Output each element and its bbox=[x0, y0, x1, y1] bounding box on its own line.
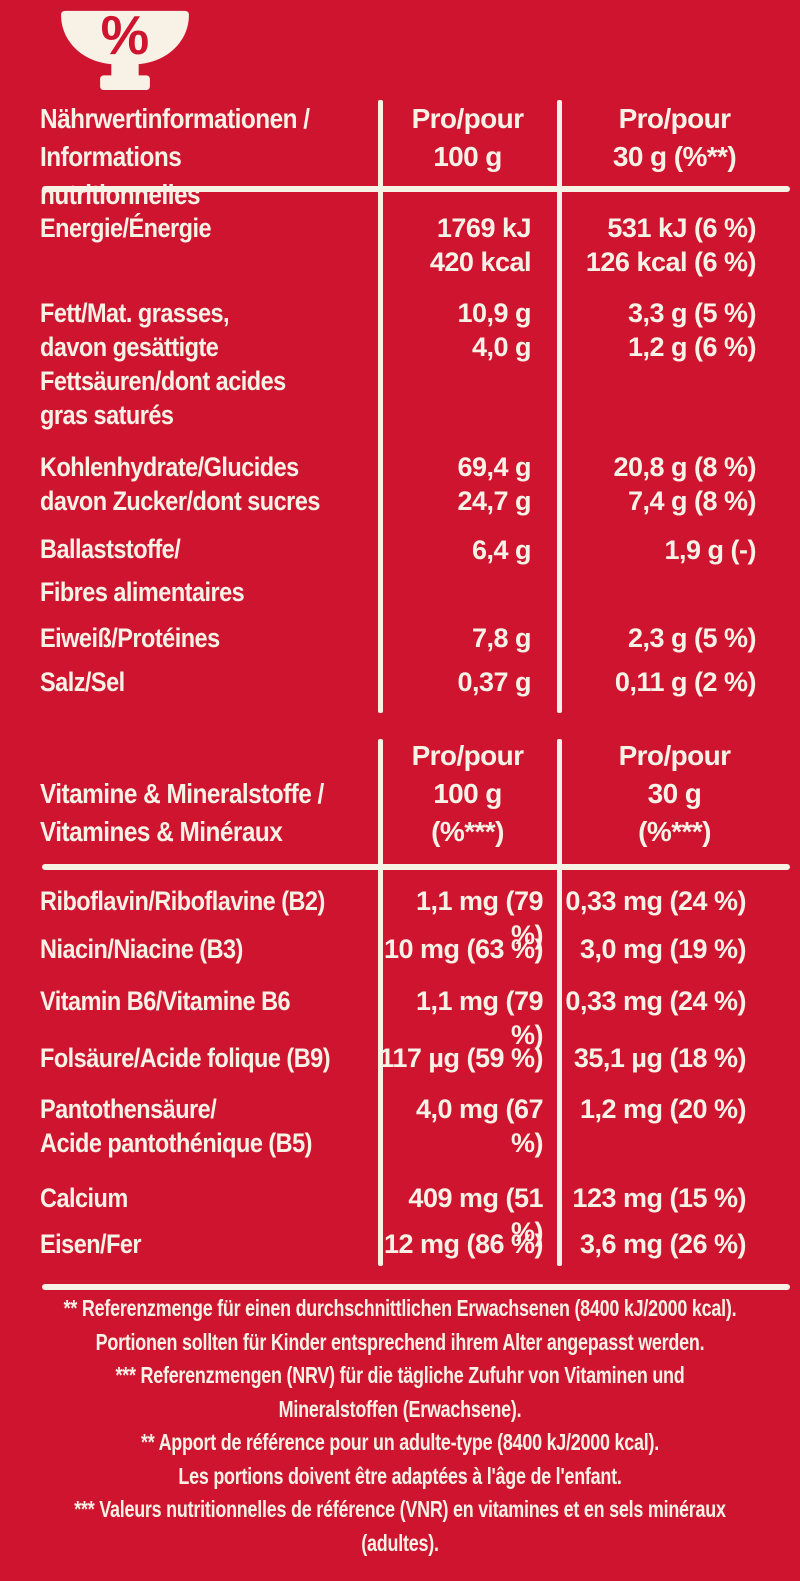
value-per-100g: 1,1 mg (79 %) bbox=[415, 986, 544, 1050]
nutrition-header-per30: Pro/pour 30 g (%**) bbox=[612, 103, 737, 172]
value-per-30g: 2,3 g (5 %) bbox=[627, 623, 757, 653]
value-per-30g: 35,1 µg (18 %) bbox=[573, 1043, 747, 1073]
table-row-fat: Fett/Mat. grasses, davon gesättigte Fett… bbox=[40, 296, 792, 432]
value-per-100g: 1769 kJ 420 kcal bbox=[429, 213, 532, 277]
table-row-calcium: Calcium 409 mg (51 %) 123 mg (15 %) bbox=[40, 1181, 792, 1249]
value-per-30g: 0,33 mg (24 %) bbox=[565, 986, 746, 1016]
nutrition-header-per100: Pro/pour 100 g bbox=[411, 103, 524, 172]
table-row-niacin: Niacin/Niacine (B3) 10 mg (63 %) 3,0 mg … bbox=[40, 932, 792, 966]
value-per-100g: 12 mg (86 %) bbox=[383, 1229, 544, 1259]
column-divider bbox=[378, 100, 383, 713]
nutrition-table-header: Nährwertinformationen / Informations nut… bbox=[40, 100, 792, 214]
table-row-fibre: Ballaststoffe/ Fibres alimentaires 6,4 g… bbox=[40, 528, 792, 614]
value-per-100g: 4,0 mg (67 %) bbox=[415, 1094, 544, 1158]
column-divider bbox=[557, 100, 562, 713]
value-per-30g: 123 mg (15 %) bbox=[572, 1183, 746, 1213]
row-label: Ballaststoffe/ Fibres alimentaires bbox=[40, 534, 245, 607]
table-row-vitamin-b6: Vitamin B6/Vitamine B6 1,1 mg (79 %) 0,3… bbox=[40, 984, 792, 1052]
row-label: Pantothensäure/ Acide pantothénique (B5) bbox=[40, 1094, 312, 1158]
row-label: Vitamin B6/Vitamine B6 bbox=[40, 986, 291, 1016]
column-divider bbox=[378, 739, 383, 1266]
row-label: Riboflavin/Riboflavine (B2) bbox=[40, 886, 325, 916]
percent-glyph: % bbox=[101, 8, 150, 66]
value-per-100g: 6,4 g bbox=[471, 535, 532, 565]
reference-footnotes: ** Referenzmenge für einen durchschnittl… bbox=[63, 1295, 737, 1556]
row-label: Folsäure/Acide folique (B9) bbox=[40, 1043, 331, 1073]
table-row-carbohydrate: Kohlenhydrate/Glucides davon Zucker/dont… bbox=[40, 450, 792, 518]
table-row-energy: Energie/Énergie 1769 kJ 420 kcal 531 kJ … bbox=[40, 211, 792, 279]
row-label: Eisen/Fer bbox=[40, 1229, 142, 1259]
value-per-100g: 1,1 mg (79 %) bbox=[415, 886, 544, 950]
value-per-30g: 1,2 mg (20 %) bbox=[579, 1094, 747, 1124]
row-label: Calcium bbox=[40, 1183, 128, 1213]
value-per-30g: 531 kJ (6 %) 126 kcal (6 %) bbox=[585, 213, 757, 277]
row-label: Kohlenhydrate/Glucides davon Zucker/dont… bbox=[40, 452, 320, 516]
vitamins-header-per30: Pro/pour 30 g (%***) bbox=[618, 740, 731, 847]
vitamins-table-header: Vitamine & Mineralstoffe / Vitamines & M… bbox=[40, 737, 792, 851]
value-per-30g: 1,9 g (-) bbox=[664, 535, 756, 565]
value-per-30g: 0,11 g (2 %) bbox=[614, 667, 757, 697]
vitamins-header-label: Vitamine & Mineralstoffe / Vitamines & M… bbox=[40, 778, 324, 847]
cereal-bowl-percent-icon: % bbox=[61, 8, 189, 90]
value-per-30g: 0,33 mg (24 %) bbox=[565, 886, 746, 916]
value-per-100g: 409 mg (51 %) bbox=[408, 1183, 543, 1247]
row-label: Eiweiß/Protéines bbox=[40, 623, 220, 653]
value-per-100g: 0,37 g bbox=[457, 667, 531, 697]
row-label: Niacin/Niacine (B3) bbox=[40, 934, 243, 964]
value-per-30g: 20,8 g (8 %) 7,4 g (8 %) bbox=[613, 452, 756, 516]
value-per-100g: 7,8 g bbox=[471, 623, 532, 653]
row-label: Fett/Mat. grasses, davon gesättigte Fett… bbox=[40, 298, 286, 430]
table-row-folic-acid: Folsäure/Acide folique (B9) 117 µg (59 %… bbox=[40, 1041, 792, 1075]
vitamins-rule bbox=[42, 864, 790, 870]
value-per-100g: 117 µg (59 %) bbox=[379, 1043, 543, 1073]
vitamins-header-per100: Pro/pour 100 g (%***) bbox=[411, 740, 524, 847]
column-divider bbox=[557, 739, 562, 1266]
value-per-30g: 3,3 g (5 %) 1,2 g (6 %) bbox=[627, 298, 757, 362]
value-per-30g: 3,6 mg (26 %) bbox=[579, 1229, 747, 1259]
table-row-salt: Salz/Sel 0,37 g 0,11 g (2 %) bbox=[40, 665, 792, 699]
table-row-riboflavin: Riboflavin/Riboflavine (B2) 1,1 mg (79 %… bbox=[40, 884, 792, 952]
row-label: Energie/Énergie bbox=[40, 213, 212, 243]
value-per-30g: 3,0 mg (19 %) bbox=[579, 934, 747, 964]
nutrition-header-label: Nährwertinformationen / Informations nut… bbox=[40, 103, 310, 210]
table-row-protein: Eiweiß/Protéines 7,8 g 2,3 g (5 %) bbox=[40, 621, 792, 655]
value-per-100g: 69,4 g 24,7 g bbox=[457, 452, 531, 516]
value-per-100g: 10,9 g 4,0 g bbox=[457, 298, 531, 362]
value-per-100g: 10 mg (63 %) bbox=[383, 934, 544, 964]
footnotes-rule bbox=[42, 1284, 790, 1290]
row-label: Salz/Sel bbox=[40, 667, 125, 697]
header-rule bbox=[42, 186, 790, 192]
table-row-pantothenic-acid: Pantothensäure/ Acide pantothénique (B5)… bbox=[40, 1092, 792, 1160]
table-row-iron: Eisen/Fer 12 mg (86 %) 3,6 mg (26 %) bbox=[40, 1227, 792, 1261]
